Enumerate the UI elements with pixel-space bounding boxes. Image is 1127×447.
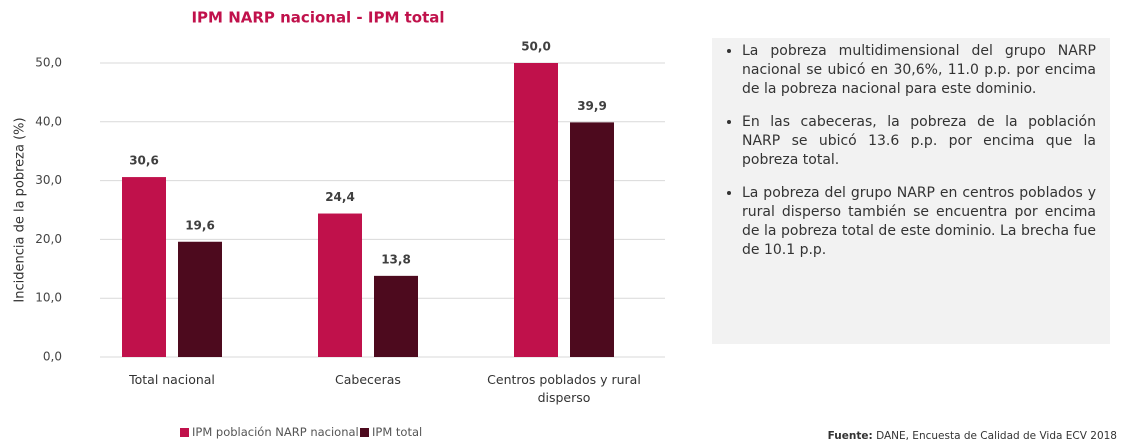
- y-tick-label: 10,0: [35, 291, 62, 305]
- bar: [374, 275, 418, 357]
- y-tick-label: 40,0: [35, 114, 62, 128]
- data-label: 13,8: [381, 252, 411, 266]
- bar: [570, 122, 614, 357]
- bar: [318, 213, 362, 357]
- data-label: 19,6: [185, 218, 215, 232]
- source-text: DANE, Encuesta de Calidad de Vida ECV 20…: [876, 430, 1117, 442]
- chart: IPM NARP nacional - IPM total Incidencia…: [13, 9, 665, 364]
- legend-label: IPM total: [372, 425, 423, 439]
- y-tick-label: 50,0: [35, 56, 62, 70]
- legend-item: IPM total: [360, 425, 422, 439]
- note: La pobreza multidimensional del grupo NA…: [742, 42, 1096, 99]
- bar: [122, 177, 166, 357]
- source: Fuente: DANE, Encuesta de Calidad de Vid…: [828, 430, 1117, 442]
- note: En las cabeceras, la pobreza de la pobla…: [742, 113, 1096, 170]
- y-tick-label: 30,0: [35, 173, 62, 187]
- note: La pobreza del grupo NARP en centros pob…: [742, 184, 1096, 260]
- y-tick-label: 0,0: [43, 350, 62, 364]
- bar: [514, 63, 558, 357]
- notes-box: La pobreza multidimensional del grupo NA…: [712, 38, 1110, 344]
- x-tick-label: Total nacional: [129, 372, 215, 387]
- legend-label: IPM población NARP nacional: [192, 425, 359, 439]
- bar: [178, 241, 222, 357]
- source-label: Fuente:: [827, 430, 873, 442]
- legend-swatch: [360, 427, 369, 437]
- data-label: 39,9: [577, 99, 607, 113]
- x-tick-label: Centros poblados y rural disperso: [487, 372, 641, 405]
- data-label: 24,4: [325, 190, 355, 204]
- data-label: 50,0: [521, 40, 551, 54]
- notes-list: La pobreza multidimensional del grupo NA…: [724, 42, 1096, 260]
- y-axis-label: Incidencia de la pobreza (%): [13, 117, 28, 302]
- x-tick-label: Cabeceras: [335, 372, 401, 387]
- data-label: 30,6: [129, 154, 159, 168]
- chart-title: IPM NARP nacional - IPM total: [191, 9, 444, 27]
- legend-swatch: [180, 427, 189, 437]
- y-tick-label: 20,0: [35, 232, 62, 246]
- legend-item: IPM población NARP nacional: [180, 425, 359, 439]
